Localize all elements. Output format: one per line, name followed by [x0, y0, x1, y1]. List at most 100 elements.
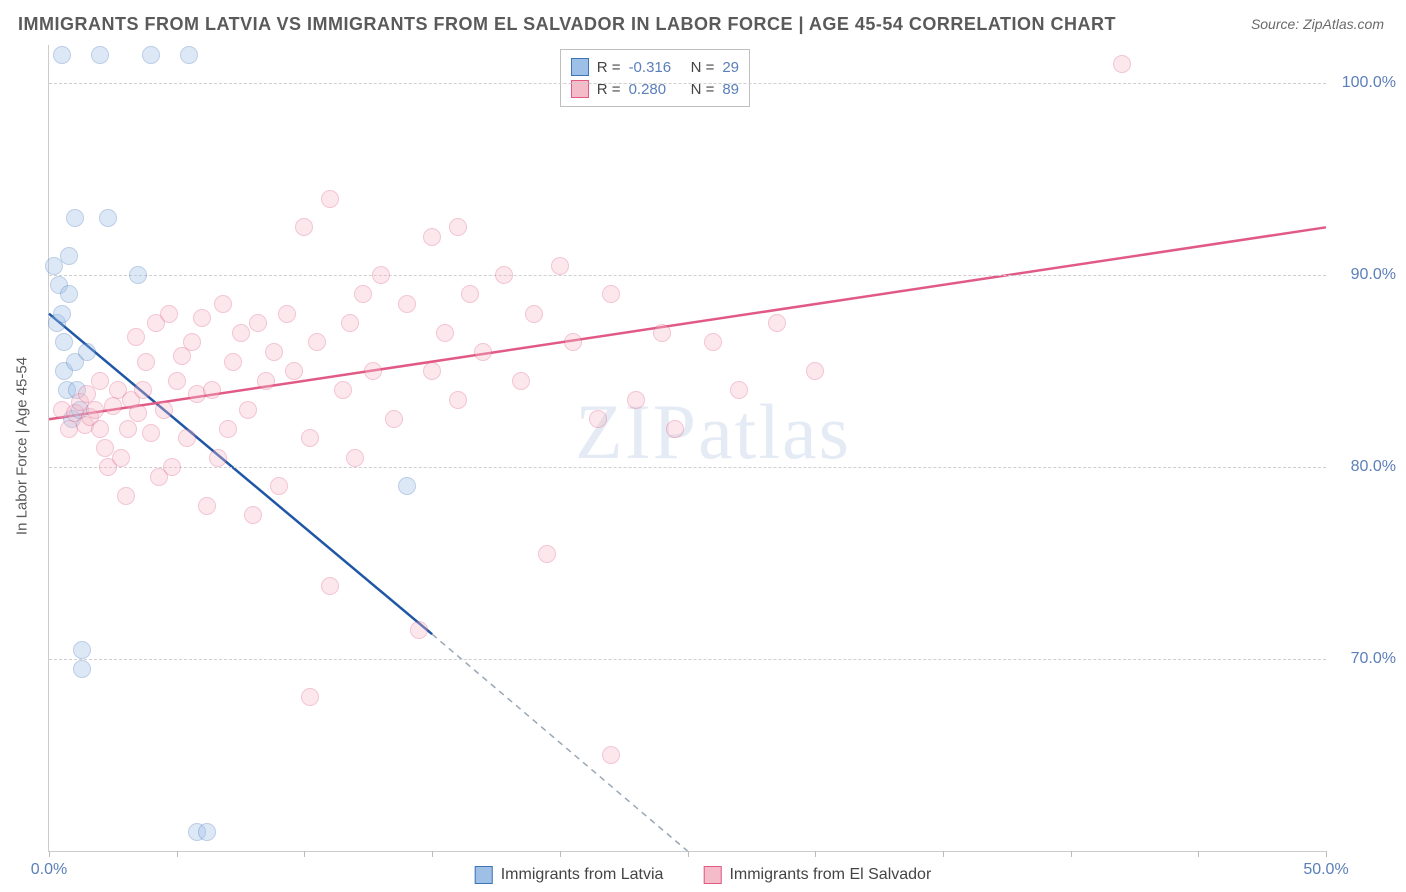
scatter-point: [219, 420, 237, 438]
scatter-point: [249, 314, 267, 332]
scatter-point: [372, 266, 390, 284]
scatter-point: [474, 343, 492, 361]
scatter-point: [265, 343, 283, 361]
scatter-point: [137, 353, 155, 371]
scatter-point: [183, 333, 201, 351]
gridline-h: [49, 83, 1326, 84]
source-attribution: Source: ZipAtlas.com: [1251, 16, 1384, 32]
scatter-point: [53, 46, 71, 64]
x-tick: [688, 851, 689, 857]
y-tick-label: 70.0%: [1336, 650, 1396, 668]
chart-svg-layer: [49, 45, 1326, 851]
scatter-point: [117, 487, 135, 505]
x-tick: [1326, 851, 1327, 857]
legend-swatch: [703, 866, 721, 884]
scatter-point: [589, 410, 607, 428]
scatter-point: [410, 621, 428, 639]
legend-item: Immigrants from El Salvador: [703, 866, 931, 884]
scatter-point: [78, 343, 96, 361]
scatter-point: [354, 285, 372, 303]
x-tick: [943, 851, 944, 857]
scatter-point: [436, 324, 454, 342]
scatter-point: [602, 746, 620, 764]
scatter-point: [198, 823, 216, 841]
n-label: N =: [691, 59, 715, 76]
scatter-point: [730, 381, 748, 399]
scatter-point: [398, 477, 416, 495]
scatter-point: [449, 391, 467, 409]
y-tick-label: 100.0%: [1336, 74, 1396, 92]
legend-item: Immigrants from Latvia: [475, 866, 664, 884]
x-tick: [304, 851, 305, 857]
scatter-point: [602, 285, 620, 303]
scatter-point: [278, 305, 296, 323]
scatter-point: [666, 420, 684, 438]
scatter-point: [364, 362, 382, 380]
scatter-point: [461, 285, 479, 303]
stats-legend-row: R =0.280N =89: [571, 78, 739, 100]
scatter-point: [525, 305, 543, 323]
scatter-point: [423, 362, 441, 380]
scatter-point: [203, 381, 221, 399]
scatter-point: [564, 333, 582, 351]
scatter-point: [168, 372, 186, 390]
scatter-point: [127, 328, 145, 346]
x-tick: [1071, 851, 1072, 857]
r-value: -0.316: [629, 59, 683, 76]
scatter-point: [295, 218, 313, 236]
x-tick-label: 0.0%: [31, 861, 67, 879]
gridline-h: [49, 275, 1326, 276]
scatter-point: [73, 641, 91, 659]
legend-swatch: [571, 58, 589, 76]
scatter-point: [423, 228, 441, 246]
scatter-point: [704, 333, 722, 351]
scatter-point: [99, 209, 117, 227]
chart-title: IMMIGRANTS FROM LATVIA VS IMMIGRANTS FRO…: [18, 14, 1116, 35]
scatter-point: [180, 46, 198, 64]
x-tick: [560, 851, 561, 857]
scatter-point: [66, 209, 84, 227]
x-tick: [177, 851, 178, 857]
scatter-point: [142, 424, 160, 442]
scatter-point: [53, 305, 71, 323]
scatter-point: [91, 372, 109, 390]
scatter-point: [60, 285, 78, 303]
scatter-point: [257, 372, 275, 390]
x-tick-label: 50.0%: [1303, 861, 1348, 879]
scatter-point: [232, 324, 250, 342]
y-axis-label: In Labor Force | Age 45-54: [14, 357, 31, 535]
scatter-point: [55, 333, 73, 351]
x-tick: [815, 851, 816, 857]
scatter-point: [155, 401, 173, 419]
scatter-point: [806, 362, 824, 380]
gridline-h: [49, 467, 1326, 468]
scatter-point: [160, 305, 178, 323]
scatter-point: [129, 404, 147, 422]
y-tick-label: 80.0%: [1336, 458, 1396, 476]
r-label: R =: [597, 59, 621, 76]
stats-legend-row: R =-0.316N =29: [571, 56, 739, 78]
scatter-point: [321, 190, 339, 208]
scatter-point: [142, 46, 160, 64]
scatter-point: [119, 420, 137, 438]
scatter-point: [224, 353, 242, 371]
scatter-point: [449, 218, 467, 236]
x-tick: [49, 851, 50, 857]
scatter-point: [285, 362, 303, 380]
scatter-point: [60, 247, 78, 265]
x-tick: [432, 851, 433, 857]
scatter-point: [112, 449, 130, 467]
scatter-point: [209, 449, 227, 467]
scatter-point: [398, 295, 416, 313]
scatter-point: [768, 314, 786, 332]
scatter-point: [270, 477, 288, 495]
scatter-point: [73, 660, 91, 678]
gridline-h: [49, 659, 1326, 660]
scatter-point: [198, 497, 216, 515]
legend-label: Immigrants from Latvia: [501, 866, 664, 884]
watermark: ZIPatlas: [575, 387, 851, 477]
scatter-point: [341, 314, 359, 332]
chart-plot-area: ZIPatlas R =-0.316N =29R =0.280N =89 70.…: [48, 45, 1326, 852]
scatter-point: [301, 688, 319, 706]
legend-label: Immigrants from El Salvador: [729, 866, 931, 884]
